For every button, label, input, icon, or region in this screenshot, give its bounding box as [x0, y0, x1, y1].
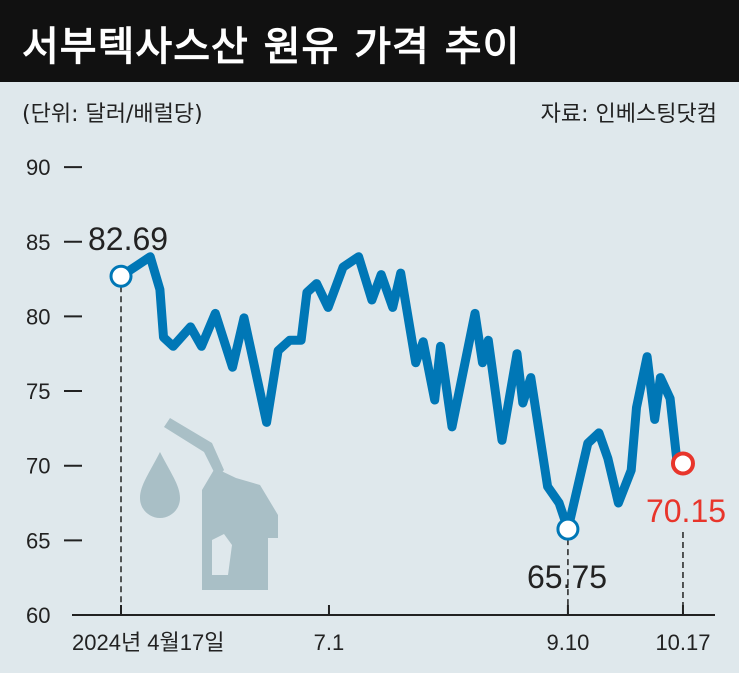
fuel-pump-icon	[140, 418, 278, 590]
annotations: 82.69 65.75 70.15	[88, 221, 726, 595]
source-label: 자료: 인베스팅닷컴	[540, 102, 717, 127]
y-tick-label: 75	[26, 379, 50, 404]
y-tick-label: 65	[26, 528, 50, 553]
data-point-marker	[670, 451, 695, 476]
y-tick-label: 60	[26, 603, 50, 628]
series-line-wti	[116, 252, 688, 534]
y-axis: 60 65 70 75 80 85 90 2024년 4월17일 7.1 9.10 10.17	[26, 155, 715, 655]
title-bar: 서부텍사스산 원유 가격 추이	[0, 0, 739, 82]
chart-title: 서부텍사스산 원유 가격 추이	[22, 24, 521, 70]
data-label: 70.15	[646, 493, 726, 529]
y-tick-label: 85	[26, 230, 50, 255]
data-label: 65.75	[527, 559, 607, 595]
x-tick-label: 9.10	[547, 630, 590, 655]
data-label: 82.69	[88, 221, 168, 257]
x-tick-label: 7.1	[314, 630, 345, 655]
y-tick-label: 70	[26, 454, 50, 479]
data-point-marker	[109, 264, 133, 288]
data-point-marker	[556, 517, 580, 541]
y-tick-label: 90	[26, 155, 50, 180]
x-tick-label: 2024년 4월17일	[72, 630, 224, 655]
guide-lines	[120, 286, 684, 615]
unit-label: (단위: 달러/배럴당)	[22, 102, 203, 127]
y-tick-label: 80	[26, 304, 50, 329]
x-tick-label: 10.17	[655, 630, 710, 655]
